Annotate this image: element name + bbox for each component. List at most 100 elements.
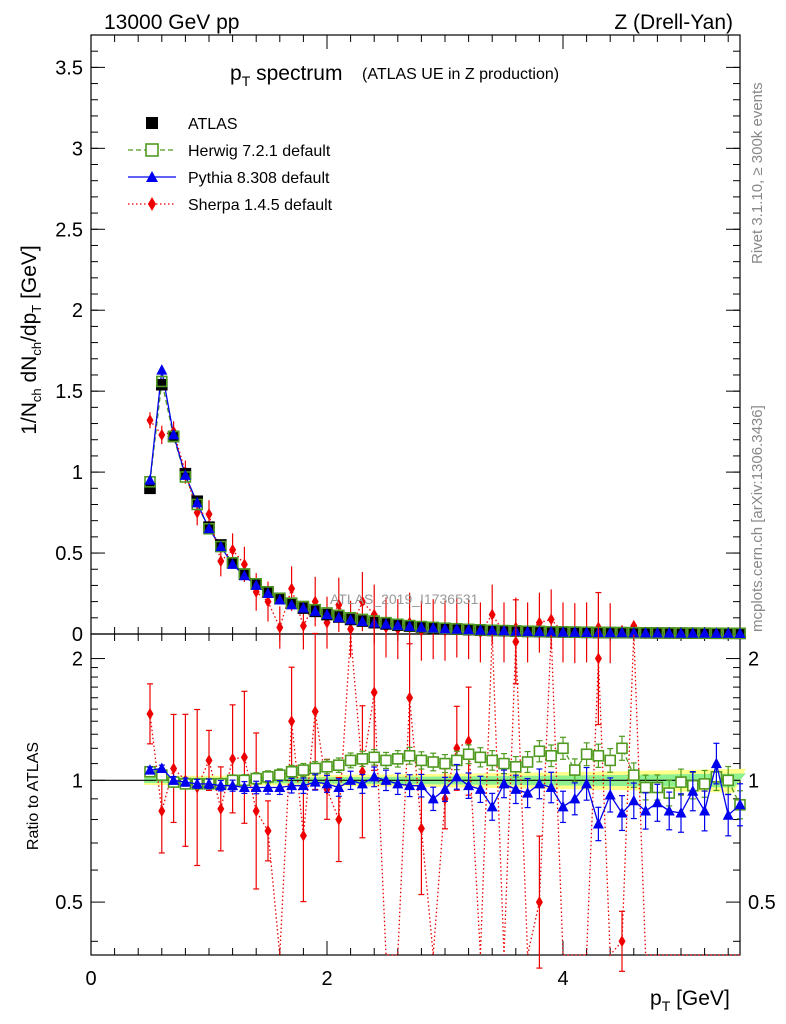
herwig-ratio-point [545,749,558,762]
sherpa-ratio-point [618,935,626,948]
herwig-ratio-point [627,769,640,781]
sherpa-ratio-point [335,813,343,826]
sherpa-point [264,595,272,608]
herwig-ratio-point [474,751,487,764]
legend-atlas-label: ATLAS [188,116,238,133]
sherpa-ratio-point [158,804,166,817]
pythia-point [699,627,711,638]
x-tick-label: 0 [85,968,96,990]
sherpa-point [205,508,213,521]
herwig-ratio-point [498,757,510,770]
pythia-ratio-point [274,781,286,792]
sherpa-point [276,621,284,634]
pythia-ratio-point [250,781,262,792]
pythia-point [687,627,699,638]
herwig-ratio-point [297,764,310,776]
pythia-point [486,624,498,636]
ratio-tick-label-right: 0.5 [748,892,776,914]
pythia-point [415,621,427,632]
y-tick-label: 2.5 [55,219,83,241]
sherpa-ratio-point [288,715,296,728]
herwig-ratio-point [509,761,522,773]
pythia-point [250,579,262,590]
sherpa-point [547,613,555,626]
pythia-point [262,587,274,599]
sherpa-ratio-point [240,751,248,764]
pythia-ratio-point [297,779,309,791]
pythia-ratio-point [345,774,357,785]
pythia-ratio-point [286,779,298,791]
ratio-y-label: Ratio to ATLAS [25,742,42,850]
pythia-ratio-point [734,798,746,810]
sherpa-point [158,428,166,441]
sherpa-point [488,608,496,621]
pythia-ratio-point [392,777,404,789]
y-tick-label: 2 [72,300,83,322]
x-label-sub: T [662,998,671,1014]
pythia-point [451,623,463,634]
herwig-ratio-point [616,742,628,755]
herwig-ratio-point [521,756,534,768]
pythia-ratio-point [522,787,534,798]
sherpa-ratio-point [252,804,260,817]
legend-sherpa-label: Sherpa 1.4.5 default [188,197,333,214]
pythia-point [734,627,746,638]
pythia-point [333,611,345,623]
pythia-ratio-point [651,796,663,808]
pythia-point [710,627,722,638]
pythia-ratio-point [687,785,699,796]
pythia-ratio-point [699,804,711,816]
x-tick-label: 2 [321,968,332,990]
ratio-tick-label: 1 [72,770,83,792]
pythia-ratio-point [427,792,439,804]
herwig-ratio-point [639,781,652,794]
title-sub: T [242,73,251,89]
pythia-point [356,615,368,627]
pythia-point [203,522,215,534]
herwig-ratio-point [462,748,475,761]
herwig-ratio-point [344,754,357,767]
pythia-point [321,608,333,620]
pythia-point [628,626,640,638]
pythia-point [238,569,250,581]
sherpa-point [335,598,343,611]
sherpa-point [240,558,248,571]
pythia-ratio-point [675,807,687,818]
legend-pythia-marker [146,171,158,182]
pythia-point [309,605,321,616]
sherpa-point [358,595,366,608]
sherpa-ratio-point [535,896,543,909]
herwig-ratio-point [332,759,345,771]
pythia-ratio-point [227,779,239,791]
pythia-point [286,598,298,610]
y-label-part: ch [29,342,44,356]
legend-sherpa-marker [148,197,156,211]
y-axis-label: 1/Nch dNch/dpT [GeV] [18,245,44,435]
pythia-ratio-point [581,777,593,789]
pythia-ratio-point [156,762,168,773]
y-tick-label: 0.5 [55,543,83,565]
herwig-ratio-point [580,748,593,761]
pythia-point [498,624,510,636]
legend-herwig-label: Herwig 7.2.1 default [188,143,331,160]
ratio-tick-label: 2 [72,649,83,671]
sherpa-ratio-point [229,752,237,765]
pythia-point [380,618,392,629]
atlas-point [144,482,156,495]
sherpa-ratio-point [170,762,178,775]
pythia-ratio-point [368,770,380,782]
y-tick-label: 1.5 [55,381,83,403]
pythia-point [274,594,286,605]
pythia-ratio-point [486,800,498,812]
pythia-point [616,626,628,638]
sherpa-ratio-point [205,754,213,767]
pythia-ratio-point [309,776,321,787]
ratio-tick-label: 0.5 [55,892,83,914]
pythia-ratio-point [191,777,203,789]
data-marks [91,364,746,972]
ratio-tick-label-right: 1 [748,770,759,792]
pythia-point [557,626,569,637]
axes: 0 0.5 1 1.5 2 2.5 3 3.5 0.5 0.5 1 1 2 2 0 2 4 [55,34,776,990]
herwig-ratio-point [309,762,322,775]
herwig-ratio-point [698,778,711,790]
